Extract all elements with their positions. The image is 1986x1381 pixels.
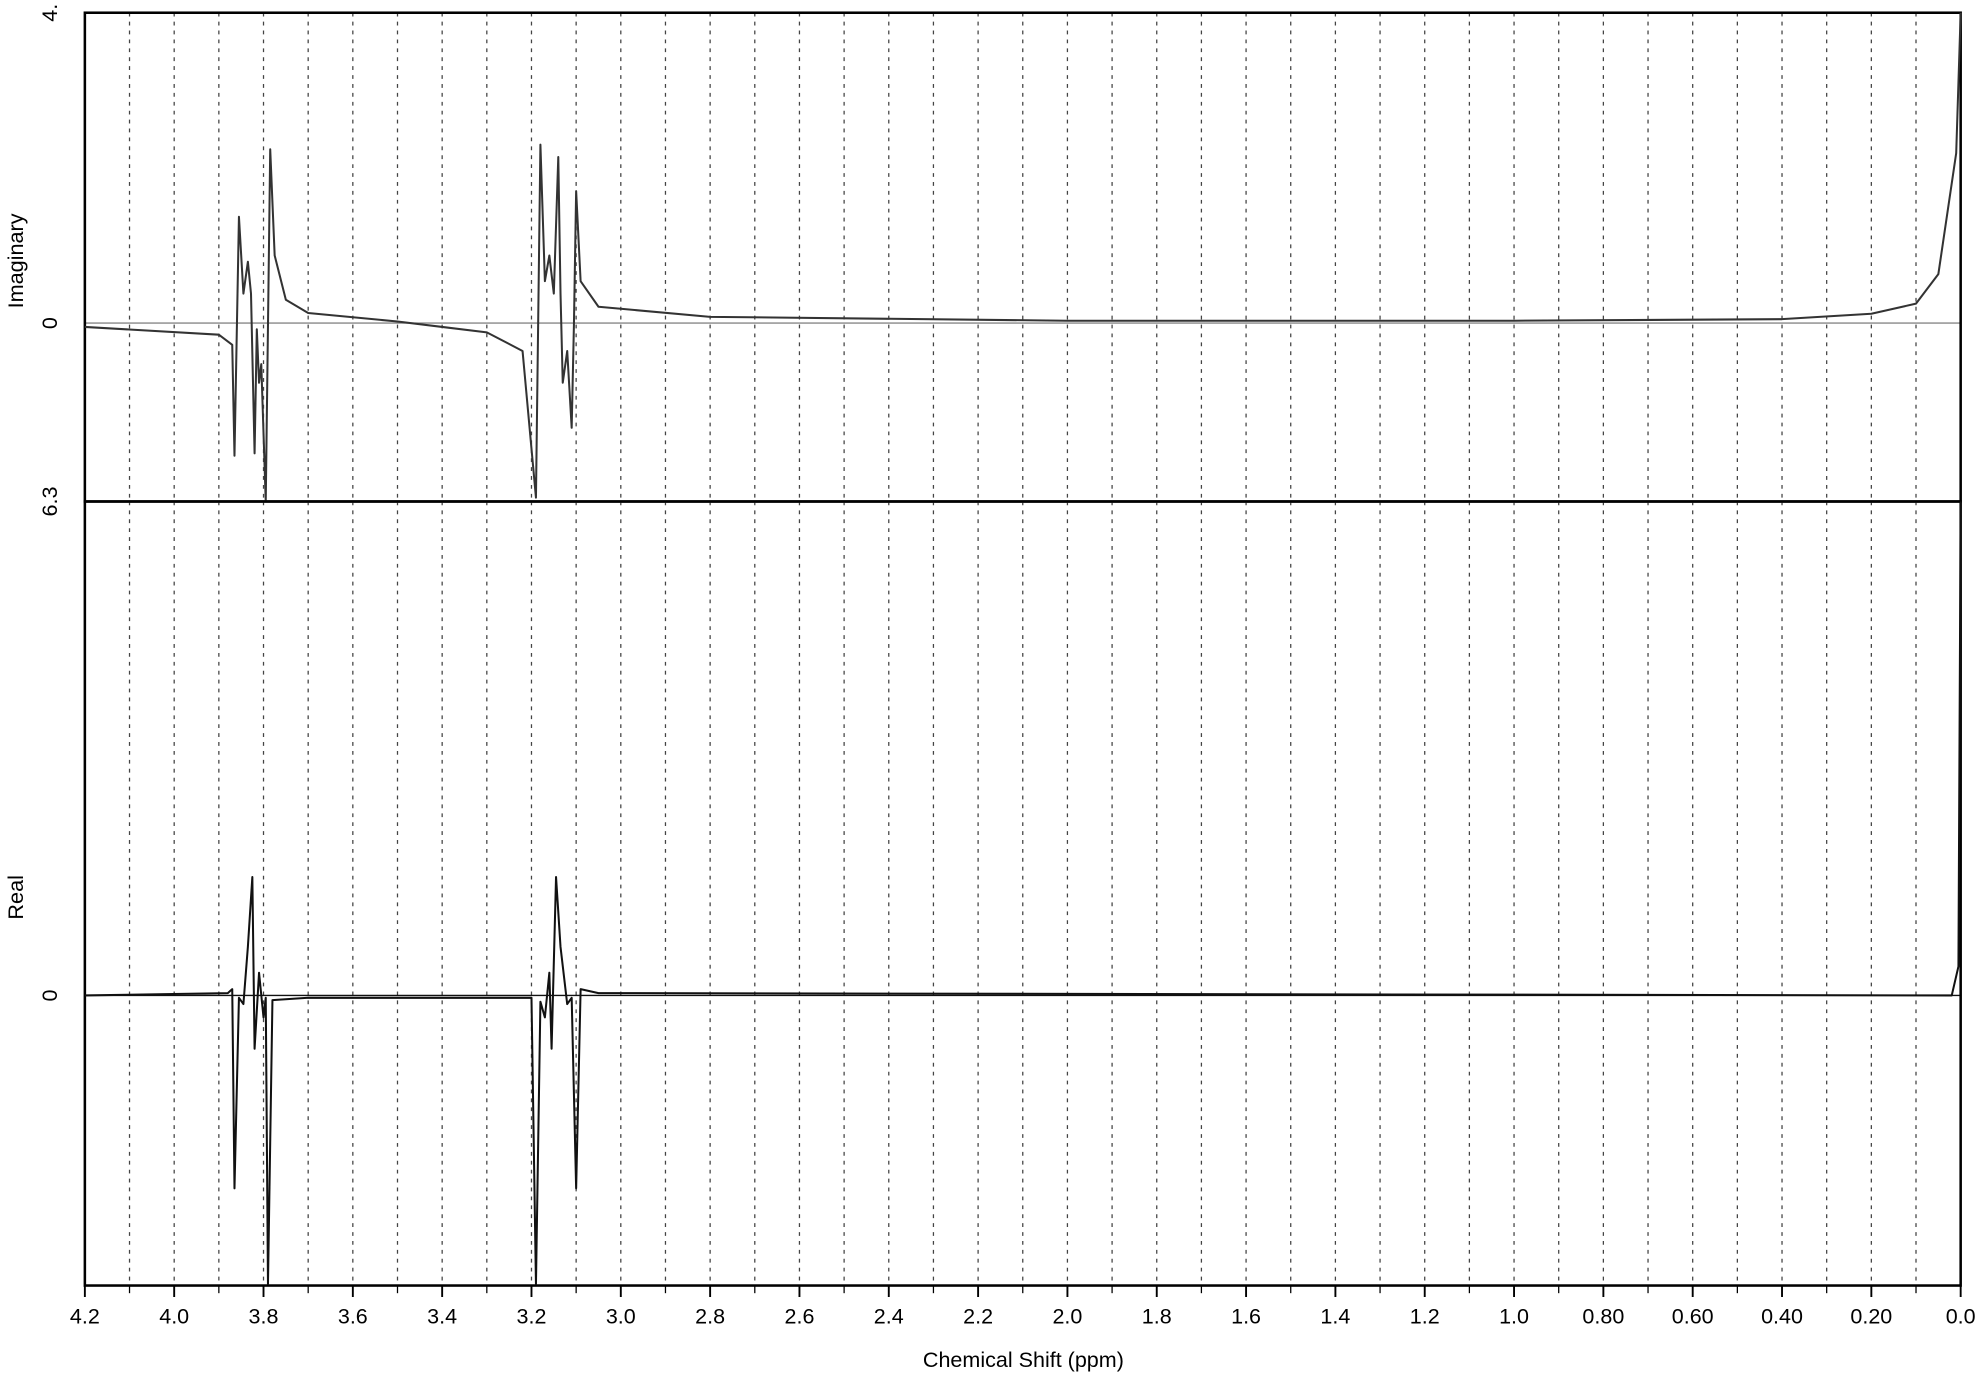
y-axis-label: Imaginary xyxy=(3,213,28,308)
y-tick-label: 4. xyxy=(37,4,62,22)
x-tick-label: 4.2 xyxy=(70,1304,100,1329)
x-tick-label: 1.8 xyxy=(1142,1304,1172,1329)
x-tick-label: 0.40 xyxy=(1761,1304,1803,1329)
x-tick-label: 3.2 xyxy=(517,1304,547,1329)
x-tick-label: 2.0 xyxy=(1052,1304,1082,1329)
x-tick-label: 2.8 xyxy=(695,1304,725,1329)
x-axis-label: Chemical Shift (ppm) xyxy=(923,1347,1124,1372)
x-tick-label: 3.8 xyxy=(249,1304,279,1329)
x-tick-label: 3.6 xyxy=(338,1304,368,1329)
x-tick-label: 3.4 xyxy=(427,1304,457,1329)
x-tick-label: 0.80 xyxy=(1582,1304,1624,1329)
y-axis-label: Real xyxy=(3,875,28,919)
spectrum-line xyxy=(84,501,1962,1285)
x-tick-label: 4.0 xyxy=(159,1304,189,1329)
x-tick-label: 1.0 xyxy=(1499,1304,1529,1329)
x-tick-label: 0.20 xyxy=(1850,1304,1892,1329)
x-tick-label: 1.6 xyxy=(1231,1304,1261,1329)
y-tick-label: 0 xyxy=(37,317,62,329)
y-tick-label: 6.3 xyxy=(37,486,62,516)
x-tick-label: 1.4 xyxy=(1320,1304,1350,1329)
x-tick-label: 2.4 xyxy=(874,1304,904,1329)
spectrum-line xyxy=(84,12,1962,503)
x-tick-label: 3.0 xyxy=(606,1304,636,1329)
y-tick-label: 0 xyxy=(37,989,62,1001)
x-tick-label: 0.0 xyxy=(1946,1304,1976,1329)
x-tick-label: 2.2 xyxy=(963,1304,993,1329)
x-tick-label: 1.2 xyxy=(1410,1304,1440,1329)
x-tick-label: 2.6 xyxy=(784,1304,814,1329)
x-tick-label: 0.60 xyxy=(1672,1304,1714,1329)
